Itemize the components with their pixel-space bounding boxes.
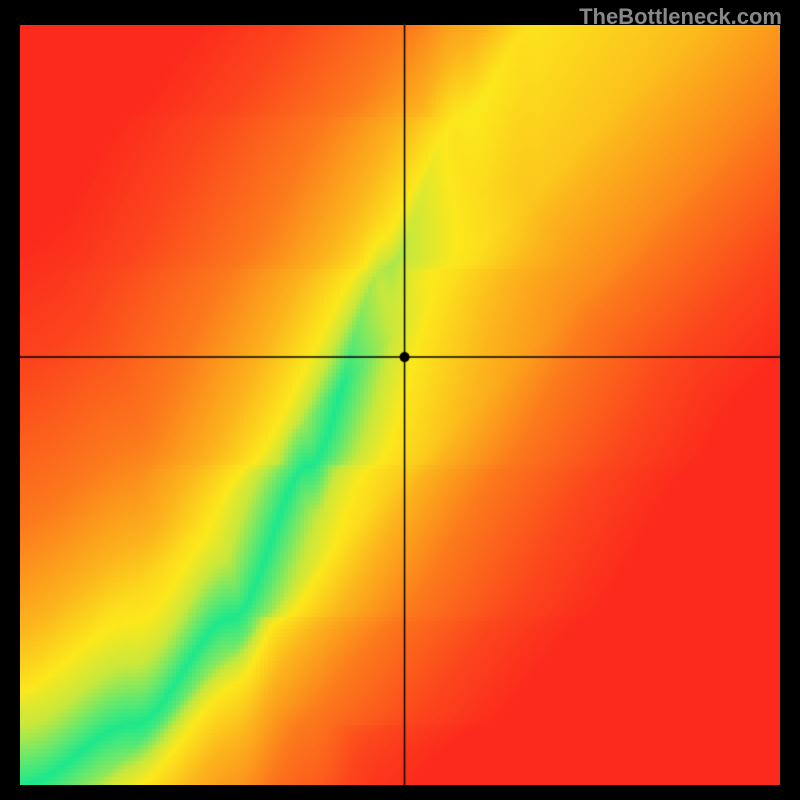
bottleneck-heatmap [20, 25, 780, 785]
watermark-text: TheBottleneck.com [579, 4, 782, 30]
chart-container: TheBottleneck.com [0, 0, 800, 800]
